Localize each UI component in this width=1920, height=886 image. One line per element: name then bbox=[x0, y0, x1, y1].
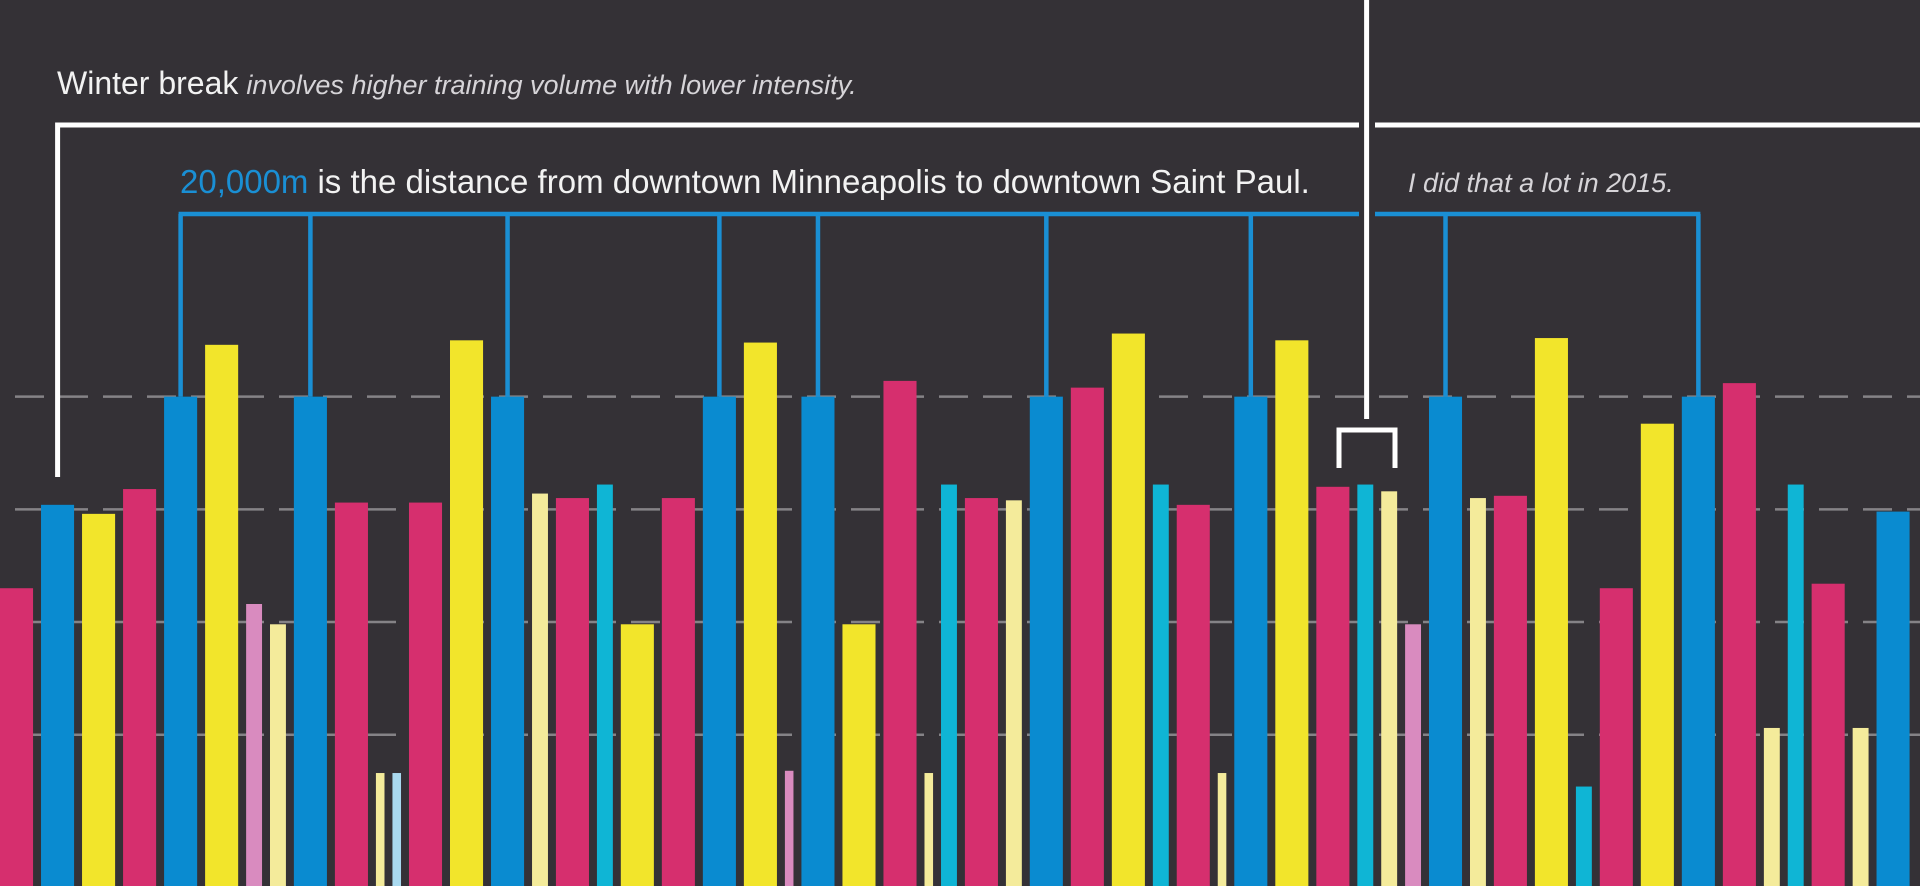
bar bbox=[1575, 786, 1592, 886]
bar bbox=[408, 502, 443, 886]
bar bbox=[1787, 484, 1804, 886]
bar bbox=[1405, 624, 1422, 886]
bar bbox=[784, 770, 794, 886]
bar bbox=[41, 504, 75, 886]
bar bbox=[1029, 396, 1063, 886]
bar bbox=[1599, 588, 1633, 886]
bar bbox=[1357, 484, 1374, 886]
bar bbox=[334, 502, 368, 886]
bar bbox=[392, 773, 402, 886]
bar bbox=[1111, 333, 1145, 886]
bar bbox=[246, 603, 263, 886]
bar bbox=[924, 773, 934, 886]
bar bbox=[532, 493, 548, 886]
annotations: Winter break involves higher training vol… bbox=[55, 0, 1920, 477]
bar bbox=[555, 498, 589, 886]
bar bbox=[1493, 495, 1527, 886]
bar bbox=[1275, 340, 1309, 886]
bar bbox=[1070, 387, 1104, 886]
bar bbox=[964, 498, 998, 886]
bar bbox=[270, 624, 286, 886]
distance-annotation: 20,000m is the distance from downtown Min… bbox=[180, 163, 1310, 200]
bar bbox=[801, 396, 835, 886]
bar bbox=[1381, 491, 1398, 886]
bar bbox=[661, 498, 695, 886]
bar bbox=[620, 624, 654, 886]
winter-bracket bbox=[55, 0, 1920, 477]
title-note: involves higher training volume with low… bbox=[246, 70, 856, 100]
bar bbox=[1234, 396, 1268, 886]
bar bbox=[1534, 338, 1568, 886]
distance-text: is the distance from downtown Minneapoli… bbox=[317, 163, 1309, 200]
bar bbox=[1005, 500, 1022, 886]
bar bbox=[743, 342, 777, 886]
bar bbox=[0, 588, 34, 886]
side-note: I did that a lot in 2015. bbox=[1408, 168, 1674, 198]
bar bbox=[1152, 484, 1169, 886]
bar bbox=[1811, 583, 1845, 886]
bar bbox=[1722, 383, 1756, 886]
bar bbox=[293, 396, 327, 886]
bar bbox=[941, 484, 957, 886]
bar bbox=[1763, 727, 1780, 886]
bar bbox=[375, 773, 385, 886]
annotation-title: Winter break involves higher training vol… bbox=[57, 65, 857, 101]
bar bbox=[596, 484, 613, 886]
bar bbox=[883, 380, 917, 886]
title: Winter break bbox=[57, 65, 239, 101]
bracket-line bbox=[55, 122, 1359, 477]
bar bbox=[450, 340, 484, 886]
bar bbox=[123, 489, 157, 886]
bar bbox=[1428, 396, 1463, 886]
bar bbox=[1470, 498, 1486, 886]
bar bbox=[491, 396, 525, 886]
bar bbox=[842, 624, 876, 886]
bar bbox=[1640, 423, 1674, 886]
bar bbox=[1852, 727, 1869, 886]
bar bbox=[164, 396, 198, 886]
distance-value: 20,000m bbox=[180, 163, 308, 200]
bar bbox=[1316, 486, 1350, 886]
bar bbox=[1876, 511, 1910, 886]
bar bbox=[1681, 396, 1715, 886]
bar bbox=[702, 396, 736, 886]
small-bracket bbox=[1336, 427, 1398, 468]
bars bbox=[0, 333, 1910, 886]
bar bbox=[82, 513, 116, 886]
bar bbox=[1217, 773, 1227, 886]
bar bbox=[1176, 504, 1210, 886]
bar bbox=[205, 344, 239, 886]
